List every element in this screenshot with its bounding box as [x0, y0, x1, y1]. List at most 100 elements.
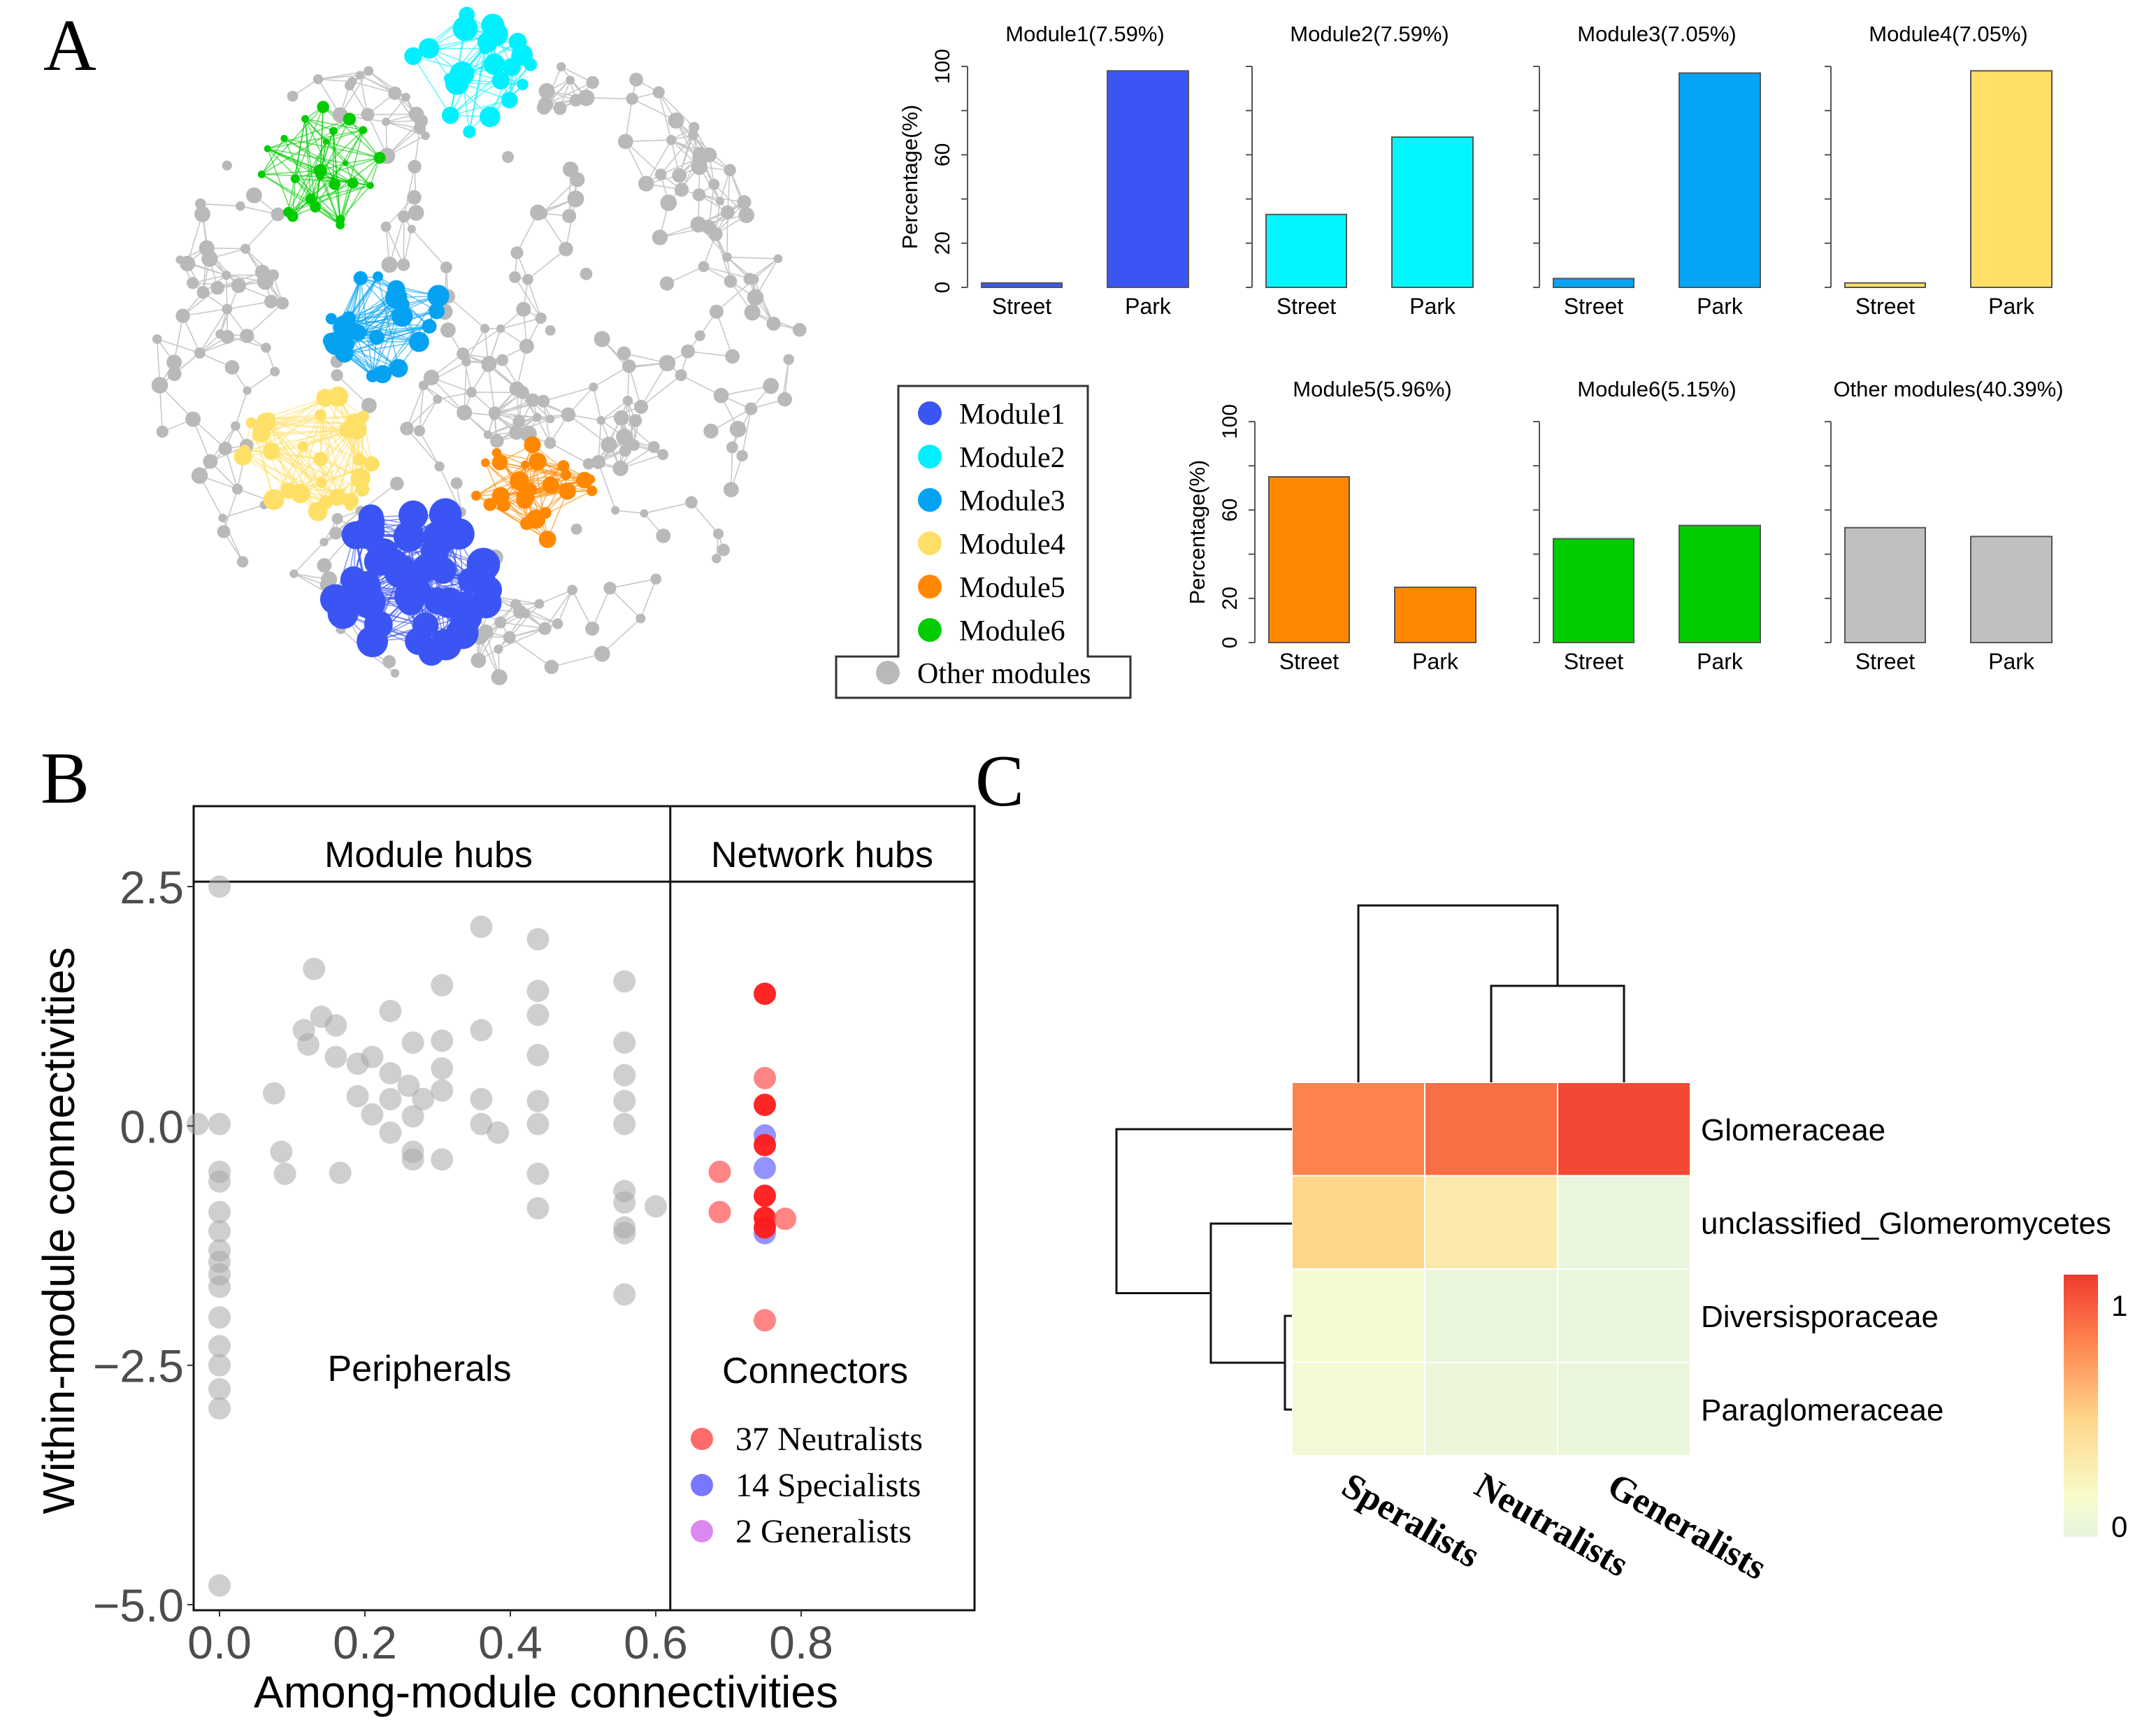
- network-edge: [319, 415, 351, 506]
- network-node: [457, 347, 470, 361]
- network-edge: [691, 501, 719, 535]
- network-edge: [261, 138, 285, 175]
- network-node: [220, 330, 235, 344]
- network-edge: [531, 444, 568, 492]
- network-edge: [340, 185, 371, 220]
- network-node: [359, 126, 368, 134]
- network-node: [591, 454, 605, 469]
- network-node: [388, 86, 402, 100]
- scatter-point: [526, 1112, 549, 1135]
- bar-title: Module2(7.59%): [1290, 22, 1449, 46]
- network-edge: [333, 184, 341, 220]
- network-edge: [423, 385, 465, 413]
- bar-park: [1679, 524, 1761, 644]
- network-node: [319, 584, 351, 615]
- network-node: [401, 92, 410, 102]
- scatter-point: [470, 1019, 493, 1042]
- network-node: [222, 303, 233, 315]
- network-node: [240, 329, 254, 343]
- network-node: [650, 573, 662, 585]
- colorbar-max-label: 1: [2111, 1289, 2127, 1322]
- scatter-point: [208, 1170, 231, 1193]
- network-node: [218, 513, 227, 523]
- network-node: [724, 164, 736, 177]
- network-node: [640, 509, 649, 518]
- network-node: [151, 377, 168, 394]
- network-node: [364, 456, 380, 472]
- network-node: [613, 410, 629, 426]
- network-node: [276, 296, 289, 310]
- network-node: [305, 193, 317, 205]
- network-edge: [344, 325, 430, 354]
- heatmap-cell: [1291, 1361, 1425, 1456]
- network-node: [698, 261, 710, 273]
- network-node: [659, 276, 675, 291]
- network-node: [509, 425, 524, 440]
- network-node: [580, 267, 593, 280]
- network-node: [353, 271, 368, 285]
- network-node: [397, 258, 410, 271]
- network-edge: [542, 401, 551, 443]
- network-node: [236, 201, 245, 211]
- network-node: [656, 528, 671, 543]
- connector-point: [754, 1309, 776, 1332]
- scatter-point: [273, 1162, 296, 1185]
- network-node: [622, 395, 633, 406]
- network-edge: [357, 278, 361, 333]
- scatter-point: [431, 1079, 454, 1102]
- network-node: [537, 100, 552, 115]
- legend-label: Module6: [959, 615, 1065, 647]
- network-node: [187, 277, 199, 289]
- network-node: [440, 322, 456, 338]
- network-edge: [419, 399, 438, 431]
- network-edge: [545, 82, 593, 106]
- scatter-point: [401, 1148, 424, 1171]
- legend-marker-4: [918, 531, 942, 555]
- network-node: [503, 58, 521, 76]
- network-node: [652, 229, 668, 245]
- scatter-point: [397, 1074, 420, 1097]
- network-node: [263, 489, 285, 510]
- network-edge: [500, 622, 545, 629]
- network-node: [626, 92, 638, 105]
- network-node: [382, 655, 396, 668]
- network-node: [418, 38, 440, 59]
- network-edge: [716, 278, 754, 313]
- network-node: [463, 125, 476, 138]
- legend-marker-5: [918, 575, 942, 599]
- network-node: [452, 15, 478, 41]
- bar-street: [1844, 282, 1926, 288]
- network-node: [553, 101, 567, 115]
- network-node: [450, 477, 463, 489]
- network-node: [440, 261, 452, 273]
- network-edge: [288, 182, 354, 213]
- network-node: [628, 439, 640, 451]
- network-edge: [266, 148, 294, 217]
- network-node: [480, 324, 490, 334]
- network-node: [585, 621, 600, 636]
- scatter-point: [324, 1014, 347, 1037]
- scatter-point: [401, 1105, 424, 1128]
- network-node: [654, 169, 667, 180]
- network-node: [199, 240, 215, 256]
- network-edge: [326, 141, 380, 159]
- network-edge: [721, 385, 771, 396]
- network-node: [479, 43, 491, 55]
- network-node: [703, 423, 719, 439]
- network-edge: [247, 371, 275, 392]
- scatter-point: [645, 1195, 667, 1218]
- network-node: [466, 387, 477, 398]
- y-tick-label: 60: [1219, 499, 1242, 522]
- scatter-point: [379, 1087, 402, 1110]
- bar-title: Module1(7.59%): [1005, 22, 1164, 46]
- network-node: [722, 252, 732, 262]
- network-node: [496, 324, 505, 334]
- network-edge: [660, 134, 694, 175]
- network-node: [566, 76, 575, 85]
- network-node: [322, 138, 330, 145]
- network-edge: [261, 173, 341, 220]
- legend-marker-2: [918, 445, 942, 468]
- heatmap-row-label: Diversisporaceae: [1701, 1300, 1939, 1334]
- network-node: [324, 331, 348, 355]
- network-node: [688, 130, 698, 141]
